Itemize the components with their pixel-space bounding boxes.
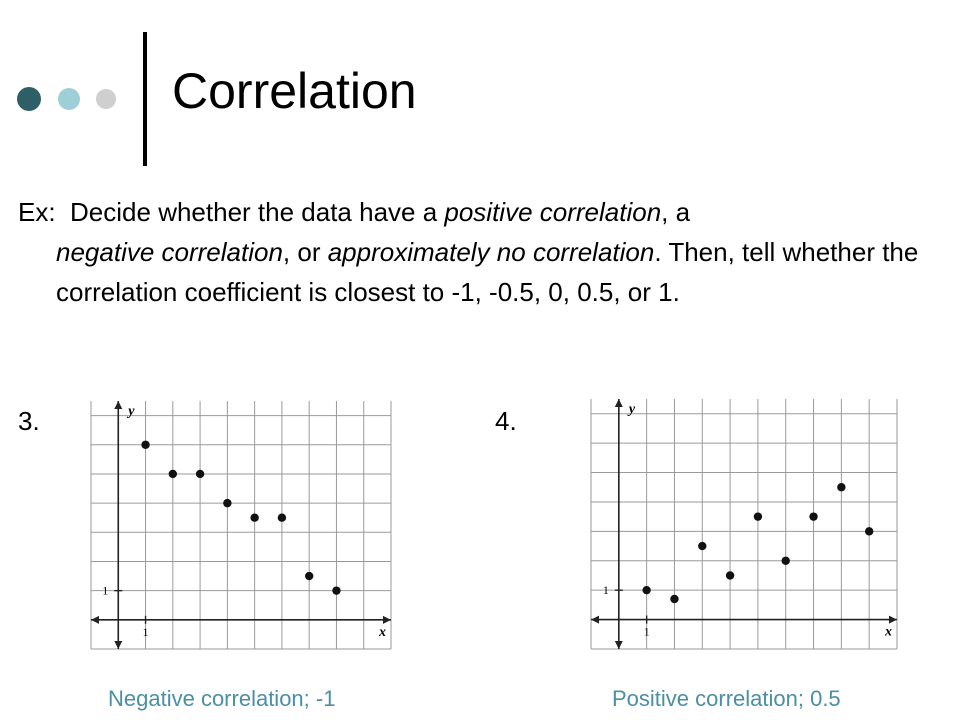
data-point <box>781 556 790 565</box>
data-point <box>332 586 341 595</box>
problem-4-number: 4. <box>495 406 517 436</box>
data-point <box>809 512 818 521</box>
accent-dot-light <box>96 89 116 109</box>
x-axis-arrow-right <box>383 615 391 624</box>
prompt-e2: negative correlation <box>56 237 283 267</box>
y-axis-label: y <box>627 402 636 417</box>
data-point <box>698 541 707 551</box>
data-point <box>670 594 679 604</box>
data-point <box>753 512 763 521</box>
prompt-e3: approximately no correlation <box>327 237 655 267</box>
title-divider <box>143 32 147 166</box>
data-point <box>642 585 651 595</box>
x-axis-arrow-left <box>91 615 99 624</box>
x-axis-label: x <box>884 625 892 640</box>
prompt-t4: . Then, tell whether the correlation coe… <box>56 237 919 307</box>
x-tick-label: 1 <box>644 625 650 639</box>
y-axis-arrow-bottom <box>114 641 123 649</box>
prompt-e1: positive correlation <box>444 197 662 227</box>
slide-title: Correlation <box>172 63 417 119</box>
data-point <box>195 469 205 479</box>
x-axis-label: x <box>378 625 386 640</box>
prompt-t1: Decide whether the data have a <box>70 197 445 227</box>
y-axis-arrow-bottom <box>614 641 623 649</box>
y-tick-label: 1 <box>102 584 108 598</box>
x-tick-label: 1 <box>143 625 149 639</box>
data-point <box>725 571 735 580</box>
problem-4-answer: Positive correlation; 0.5 <box>612 686 841 711</box>
problem-3-number: 3. <box>18 406 40 436</box>
y-tick-label: 1 <box>603 583 609 597</box>
data-point <box>141 440 150 449</box>
problem-3-answer: Negative correlation; -1 <box>108 686 336 711</box>
data-point <box>277 513 287 522</box>
accent-dot-dark <box>17 87 41 111</box>
prompt-t3: , or <box>282 237 328 267</box>
y-axis-label: y <box>126 404 135 419</box>
data-point <box>168 469 178 479</box>
data-point <box>864 527 874 536</box>
y-axis-arrow-top <box>614 399 623 407</box>
x-axis-arrow-left <box>591 615 599 624</box>
prompt-text: Ex: Decide whether the data have a posit… <box>18 192 938 312</box>
data-point <box>250 513 259 522</box>
prompt-label: Ex: <box>18 197 56 227</box>
x-axis-arrow-right <box>889 615 897 624</box>
prompt-t2: , a <box>661 197 691 227</box>
accent-dot-mid <box>58 88 80 110</box>
data-point <box>223 498 232 508</box>
data-point <box>304 571 314 581</box>
data-point <box>837 483 846 492</box>
y-axis-arrow-top <box>114 401 123 409</box>
scatter-plot-problem-4: y x 1 1 <box>590 399 898 650</box>
scatter-plot-problem-3: y x 1 1 <box>90 401 392 650</box>
